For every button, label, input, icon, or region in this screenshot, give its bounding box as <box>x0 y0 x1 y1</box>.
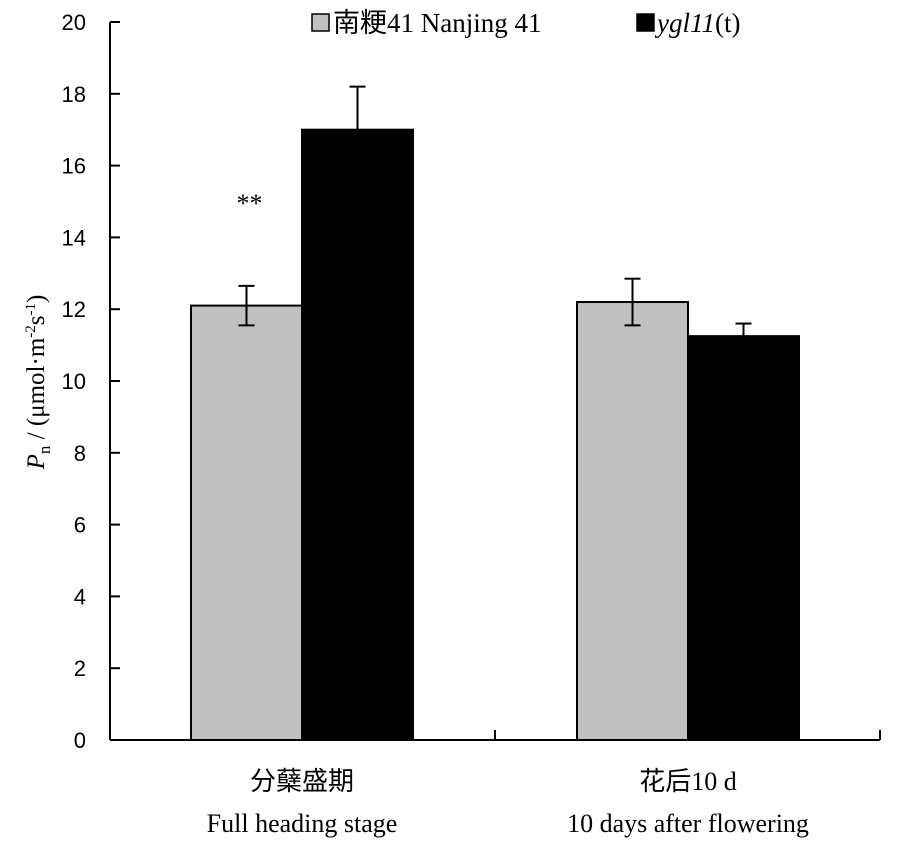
y-tick-label-8: 16 <box>62 154 86 179</box>
category-label-en-1: 10 days after flowering <box>567 809 809 838</box>
category-label-zh-1: 花后10 d <box>639 767 737 796</box>
y-axis-label-unit: / (μmol·m <box>23 337 50 445</box>
bars <box>190 128 800 741</box>
y-axis-label-sub: n <box>35 445 54 454</box>
bar-s1-c0 <box>301 128 414 741</box>
y-axis-label-end: ) <box>23 295 50 303</box>
legend-label-ygl11-name: ygl11 <box>654 8 715 38</box>
y-tick-label-10: 20 <box>62 10 86 35</box>
error-bars <box>238 85 752 350</box>
y-tick-label-5: 10 <box>62 369 86 394</box>
y-tick-label-1: 2 <box>74 656 86 681</box>
y-axis-label-sup1: -2 <box>23 325 39 338</box>
legend-label-nanjing41: 南粳41 Nanjing 41 <box>333 8 542 38</box>
bar-s0-c0 <box>190 304 303 741</box>
category-label-en-0: Full heading stage <box>207 809 398 838</box>
y-tick-label-2: 4 <box>74 584 86 609</box>
legend-swatch-nanjing41 <box>311 13 330 32</box>
bar-s0-c1 <box>576 301 689 741</box>
category-label-zh-0: 分蘖盛期 <box>250 767 354 796</box>
y-axis-label-p: P <box>23 454 50 470</box>
y-axis-label: Pn / (μmol·m-2s-1) <box>23 295 54 471</box>
y-axis-label-s: s <box>23 315 50 325</box>
bar-s1-c1 <box>687 335 800 741</box>
legend-swatch-ygl11 <box>636 13 655 32</box>
significance-marker-0: ** <box>237 189 263 218</box>
legend: 南粳41 Nanjing 41 ygl11(t) <box>311 8 740 38</box>
y-axis-label-sup2: -1 <box>23 303 39 316</box>
y-tick-label-0: 0 <box>74 728 86 753</box>
y-tick-label-3: 6 <box>74 513 86 538</box>
y-tick-label-9: 18 <box>62 82 86 107</box>
y-tick-label-7: 14 <box>62 225 86 250</box>
y-tick-label-6: 12 <box>62 297 86 322</box>
y-tick-label-4: 8 <box>74 441 86 466</box>
annotations: ** <box>237 189 263 218</box>
legend-label-ygl11-suffix: (t) <box>715 8 740 38</box>
y-axis-ticks: 0 2 4 6 8 10 12 14 16 18 20 <box>62 10 120 753</box>
legend-label-ygl11: ygl11(t) <box>654 8 740 38</box>
